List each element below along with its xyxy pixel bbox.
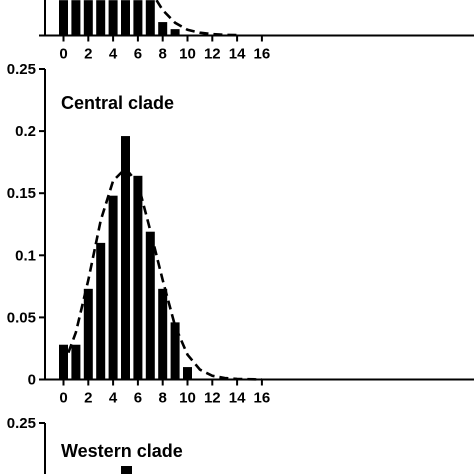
bar xyxy=(83,0,93,36)
x-tick-label: 10 xyxy=(179,390,196,407)
bar xyxy=(170,29,180,36)
y-tick-label: 0.15 xyxy=(7,185,36,202)
x-tick-label: 4 xyxy=(109,390,118,407)
bar xyxy=(170,322,180,380)
bar xyxy=(133,0,143,36)
x-tick-label: 6 xyxy=(134,390,142,407)
fit-curve xyxy=(62,166,262,381)
x-tick-label: 0 xyxy=(59,390,67,407)
x-tick-label: 6 xyxy=(134,46,142,63)
bar xyxy=(183,367,192,380)
bar xyxy=(121,136,130,380)
bar xyxy=(108,0,118,36)
x-tick-label: 2 xyxy=(84,46,92,63)
y-tick-label: 0.1 xyxy=(15,247,36,264)
x-tick-label: 10 xyxy=(179,46,196,63)
x-tick-label: 0 xyxy=(59,46,67,63)
western-clade-panel: 0.25 Western clade xyxy=(7,415,183,474)
y-tick-label: 0 xyxy=(28,372,36,389)
y-tick-label: 0.2 xyxy=(15,123,36,140)
bar xyxy=(83,288,93,380)
bar xyxy=(158,22,168,36)
y-tick-label: 0.25 xyxy=(7,61,36,78)
bar xyxy=(108,195,118,380)
bar xyxy=(71,344,81,380)
bar xyxy=(121,466,132,474)
x-tick-label: 2 xyxy=(84,390,92,407)
bar xyxy=(121,0,130,36)
bar xyxy=(71,0,81,36)
top-panel: 0 2 4 6 8 10 12 14 16 xyxy=(39,0,474,63)
panel-title: Western clade xyxy=(61,441,183,461)
panel-title: Central clade xyxy=(61,93,174,113)
x-tick-label: 8 xyxy=(159,390,167,407)
bar xyxy=(145,0,155,36)
bar xyxy=(59,0,68,36)
bar xyxy=(133,175,143,380)
fit-curve xyxy=(155,0,238,37)
x-tick-label: 8 xyxy=(159,46,167,63)
bar xyxy=(158,288,168,380)
x-tick-label: 14 xyxy=(229,390,246,407)
y-tick-label: 0.25 xyxy=(7,415,36,432)
y-tick-label: 0.05 xyxy=(7,309,36,326)
x-tick-label: 16 xyxy=(254,390,271,407)
x-tick-label: 4 xyxy=(109,46,118,63)
bar xyxy=(96,242,106,380)
x-tick-label: 16 xyxy=(254,46,271,63)
x-tick-label: 12 xyxy=(204,390,221,407)
x-tick-label: 12 xyxy=(204,46,221,63)
x-tick-label: 14 xyxy=(229,46,246,63)
bar xyxy=(145,231,155,380)
bar xyxy=(96,0,106,36)
